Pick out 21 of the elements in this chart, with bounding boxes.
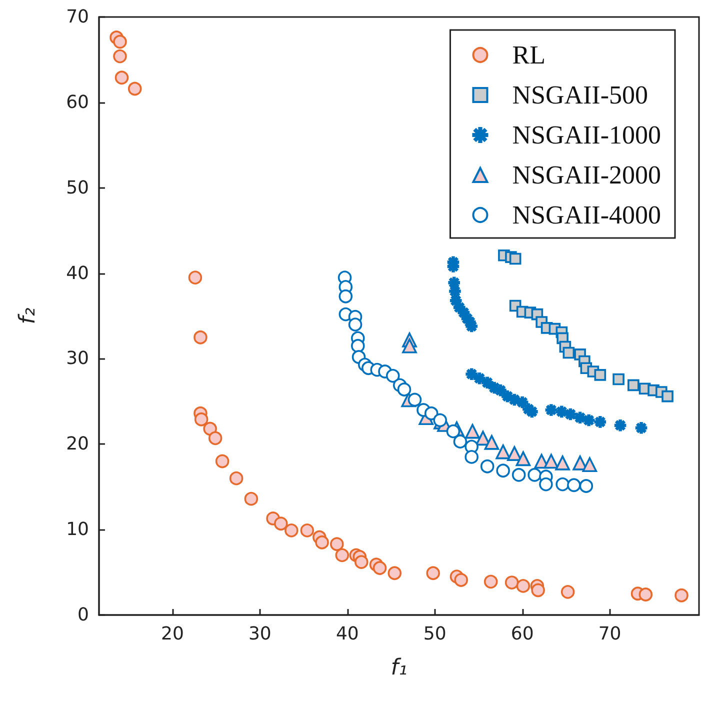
y-tick-label: 30 [66, 348, 89, 370]
x-axis-title: f₁ [390, 656, 408, 680]
x-tick-label: 50 [423, 624, 446, 644]
y-tick-label: 70 [66, 6, 89, 28]
legend-label: NSGAII-1000 [512, 120, 661, 150]
y-tick-label: 0 [78, 604, 89, 626]
y-axis-title: f₂ [16, 308, 40, 324]
legend-label: NSGAII-4000 [512, 200, 661, 230]
y-tick-label: 60 [66, 92, 89, 113]
y-tick-label: 10 [66, 519, 89, 540]
x-tick-label: 20 [161, 624, 184, 644]
x-tick-label: 30 [248, 624, 272, 644]
y-tick-label: 40 [66, 262, 89, 284]
legend-label: NSGAII-2000 [512, 160, 661, 190]
y-tick-label: 20 [66, 434, 89, 455]
y-tick-label: 50 [66, 177, 89, 198]
legend-label: NSGAII-500 [512, 80, 648, 110]
x-tick-label: 60 [510, 624, 534, 644]
legend-label: RL [512, 40, 546, 70]
x-tick-label: 40 [336, 624, 359, 644]
x-tick-label: 70 [598, 624, 622, 644]
